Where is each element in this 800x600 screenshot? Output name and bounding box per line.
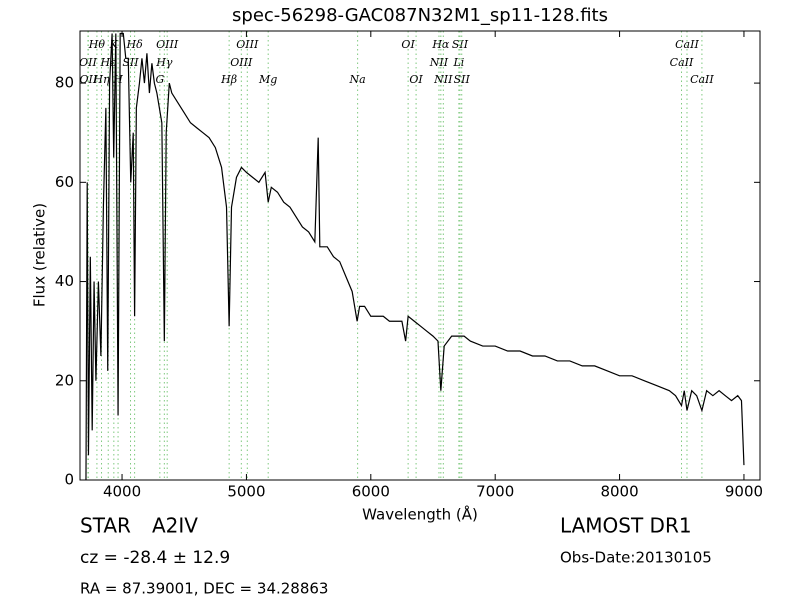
x-tick-label: 8000 [600, 483, 638, 501]
x-tick-label: 7000 [476, 483, 514, 501]
spectral-line-label: NII [429, 56, 449, 69]
spectral-line-label: Hθ [88, 38, 106, 51]
spectral-line-label: OIII [236, 38, 259, 51]
spectral-line-label: H [112, 73, 123, 86]
spectral-line-label: Hγ [155, 56, 173, 69]
spectral-line-label: K [109, 38, 119, 51]
spectral-line-label: Na [349, 73, 366, 86]
spectral-line-label: SII [122, 56, 139, 69]
x-tick-label: 5000 [227, 483, 265, 501]
x-tick-label: 4000 [103, 483, 141, 501]
spectral-line-label: OIII [156, 38, 179, 51]
y-tick-label: 0 [64, 471, 74, 489]
coordinates: RA = 87.39001, DEC = 34.28863 [80, 580, 328, 598]
spectral-line-label: Li [452, 56, 464, 69]
spectral-line-label: OI [401, 38, 415, 51]
spectral-line-label: NII [433, 73, 453, 86]
y-tick-label: 40 [55, 272, 74, 290]
chart-title: spec-56298-GAC087N32M1_sp11-128.fits [232, 5, 608, 26]
spectral-line-label: OIII [230, 56, 253, 69]
spectral-line-label: CaII [675, 38, 699, 51]
spectrum-line [85, 32, 745, 480]
x-tick-label: 9000 [725, 483, 763, 501]
spectral-line-label: CaII [670, 56, 694, 69]
x-tick-label: 6000 [352, 483, 390, 501]
spectral-line-label: Hδ [125, 38, 143, 51]
spectral-line-label: Hα [431, 38, 450, 51]
spectral-line-label: CaII [690, 73, 714, 86]
y-axis-label: Flux (relative) [31, 203, 49, 307]
spectral-line-label: Hβ [220, 73, 237, 86]
spectral-line-label: SII [454, 73, 471, 86]
spectral-line-label: Hη [92, 73, 110, 86]
y-tick-label: 20 [55, 371, 74, 389]
data-release: LAMOST DR1 [560, 514, 692, 538]
plot-frame [79, 30, 761, 481]
object-class: STAR [80, 514, 131, 538]
spectral-line-label: G [155, 73, 164, 86]
y-tick-label: 60 [55, 173, 74, 191]
spectral-line-label: SII [452, 38, 469, 51]
object-subclass: A2IV [152, 514, 198, 538]
spectral-line-label: Mg [258, 73, 277, 86]
spectral-line-label: OI [409, 73, 423, 86]
y-tick-label: 80 [55, 74, 74, 92]
x-axis-label: Wavelength (Å) [362, 505, 478, 524]
obs-date: Obs-Date:20130105 [560, 549, 712, 567]
redshift: cz = -28.4 ± 12.9 [80, 548, 230, 568]
